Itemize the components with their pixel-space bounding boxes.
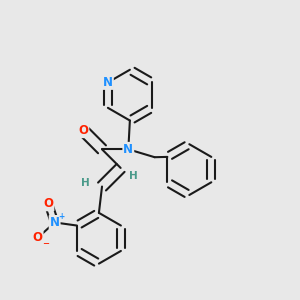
- Text: N: N: [123, 143, 133, 156]
- Text: H: H: [81, 178, 89, 188]
- Text: O: O: [44, 197, 53, 210]
- Text: N: N: [50, 216, 60, 229]
- Text: O: O: [78, 124, 88, 137]
- Text: +: +: [58, 212, 64, 221]
- Text: N: N: [103, 76, 113, 89]
- Text: H: H: [129, 171, 137, 181]
- Text: O: O: [33, 231, 43, 244]
- Text: −: −: [42, 239, 49, 248]
